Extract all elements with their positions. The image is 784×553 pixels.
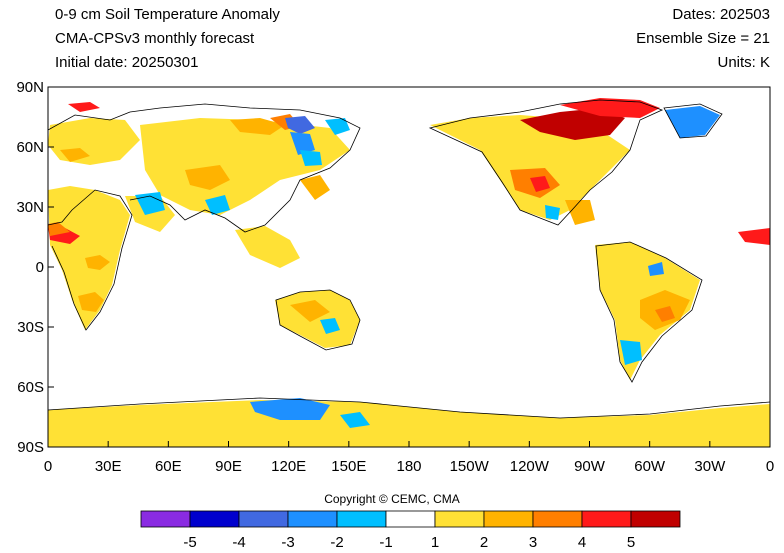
colorbar-swatch: [630, 510, 681, 528]
forecast-dates: Dates: 202503: [672, 6, 770, 23]
lon-label: 60E: [155, 458, 182, 475]
lon-label: 90W: [574, 458, 606, 475]
lon-label: 90E: [215, 458, 242, 475]
colorbar-label: 4: [578, 534, 586, 551]
lon-label: 30E: [95, 458, 122, 475]
lat-label: 90N: [16, 79, 44, 96]
coastlines: [47, 99, 771, 419]
lon-label: 180: [396, 458, 421, 475]
map-title: 0-9 cm Soil Temperature Anomaly: [55, 6, 280, 23]
colorbar: -5 -4 -3 -2 -1 1 2 3 4 5: [140, 510, 681, 551]
colorbar-label: 5: [627, 534, 635, 551]
lon-label: 30W: [694, 458, 726, 475]
lat-label: 60S: [17, 379, 44, 396]
colorbar-swatch: [238, 510, 289, 528]
colorbar-label: -4: [232, 534, 245, 551]
lon-label: 120W: [510, 458, 550, 475]
lon-label: 150W: [450, 458, 490, 475]
colorbar-label: -1: [379, 534, 392, 551]
colorbar-swatch: [385, 510, 436, 528]
colorbar-label: 1: [431, 534, 439, 551]
lat-label: 30S: [17, 319, 44, 336]
lat-label: 30N: [16, 199, 44, 216]
initial-date: Initial date: 20250301: [55, 54, 199, 71]
ensemble-size: Ensemble Size = 21: [636, 30, 770, 47]
lat-label: 90S: [17, 439, 44, 456]
lat-label: 0: [36, 259, 44, 276]
colorbar-label: 2: [480, 534, 488, 551]
colorbar-swatch: [532, 510, 583, 528]
colorbar-swatch: [189, 510, 240, 528]
colorbar-label: -5: [183, 534, 196, 551]
copyright-text: Copyright © CEMC, CMA: [324, 492, 460, 506]
lon-label: 0: [766, 458, 774, 475]
lon-label: 0: [44, 458, 52, 475]
colorbar-swatch: [581, 510, 632, 528]
latitude-axis: 90N 60N 30N 0 30S 60S 90S: [16, 79, 54, 456]
colorbar-swatch: [287, 510, 338, 528]
model-name: CMA-CPSv3 monthly forecast: [55, 30, 255, 47]
lon-label: 150E: [331, 458, 366, 475]
anomaly-field: [48, 98, 770, 447]
units-label: Units: K: [717, 54, 770, 71]
colorbar-swatch: [140, 510, 191, 528]
lon-label: 120E: [271, 458, 306, 475]
colorbar-swatch: [483, 510, 534, 528]
colorbar-swatch: [434, 510, 485, 528]
colorbar-swatch: [336, 510, 387, 528]
longitude-axis: 0 30E 60E 90E 120E 150E 180 150W 120W 90W 60W 30W 0: [44, 441, 774, 475]
lon-label: 60W: [634, 458, 666, 475]
lat-label: 60N: [16, 139, 44, 156]
colorbar-label: -2: [330, 534, 343, 551]
colorbar-label: 3: [529, 534, 537, 551]
colorbar-label: -3: [281, 534, 294, 551]
